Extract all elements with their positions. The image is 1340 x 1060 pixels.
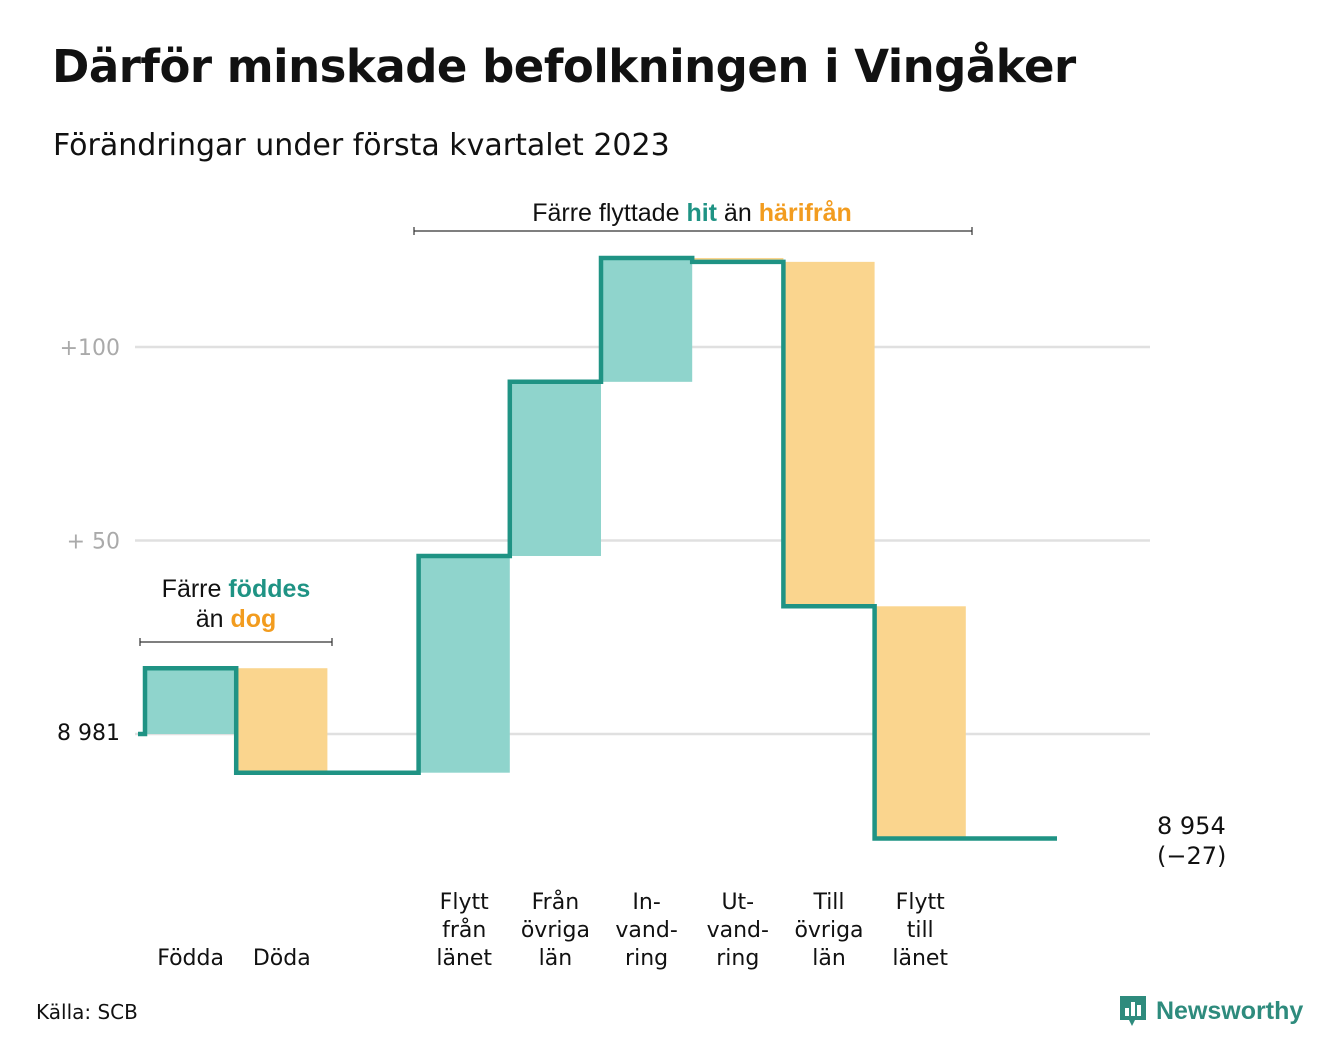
x-label: Flytt (896, 890, 945, 915)
x-label: vand- (707, 918, 769, 943)
x-label: länet (436, 946, 492, 971)
births-annotation-line2: än dog (196, 605, 277, 633)
x-labels: Födda DödaFlyttfrånlänetFrånövrigalänIn-v… (157, 889, 948, 971)
start-value-label: 8 981 (57, 721, 120, 746)
chart-subtitle: Förändringar under första kvartalet 2023 (53, 128, 670, 163)
chart-title: Därför minskade befolkningen i Vingåker (52, 40, 1076, 93)
x-label: län (812, 946, 846, 971)
step-line (138, 255, 1057, 841)
x-label: Från (532, 889, 580, 915)
migration-annotation-text: Färre flyttade hit än härifrån (532, 199, 852, 227)
end-change-label: (−27) (1157, 842, 1226, 870)
x-label: län (539, 946, 573, 971)
bar-5 (601, 257, 693, 382)
x-label: från (442, 917, 486, 943)
step-line-group (138, 255, 1057, 841)
brand-name: Newsworthy (1156, 996, 1304, 1025)
births-annotation-line1: Färre föddes (162, 575, 311, 603)
x-label: Till (812, 890, 844, 915)
x-label: Döda (253, 946, 311, 971)
y-tick-labels: +100 + 50 (60, 336, 120, 555)
x-label: Ut- (721, 890, 754, 915)
x-label: Flytt (440, 890, 489, 915)
migration-hit-highlight: hit (686, 199, 717, 227)
births-highlight: föddes (228, 575, 310, 603)
x-label: Födda (157, 946, 224, 971)
migration-annotation: Färre flyttade hit än härifrån (413, 199, 973, 235)
y-tick-label: + 50 (67, 530, 120, 555)
bars (145, 257, 966, 839)
x-label: till (907, 918, 934, 943)
waterfall-chart: +100+ 50 Födda DödaFlyttfrånlänetFrånövri… (57, 199, 1226, 971)
bar-1 (236, 668, 328, 773)
x-label: övriga (794, 918, 863, 943)
brand-logo: Newsworthy (1118, 994, 1303, 1028)
bar-4 (509, 381, 601, 556)
deaths-highlight: dog (230, 605, 276, 633)
bar-8 (874, 606, 966, 839)
births-bracket (139, 638, 333, 646)
bar-0 (145, 668, 237, 734)
x-label: ring (716, 946, 759, 971)
migration-harifran-highlight: härifrån (759, 199, 852, 227)
x-label: länet (892, 946, 948, 971)
x-label: övriga (521, 918, 590, 943)
migration-bracket (413, 227, 973, 235)
bar-7 (783, 261, 875, 607)
newsworthy-chart-icon (1120, 996, 1146, 1026)
y-tick-label: +100 (60, 336, 120, 361)
end-value-label: 8 954 (1157, 812, 1226, 840)
bar-3 (418, 555, 510, 773)
x-label: ring (625, 946, 668, 971)
births-annotation: Färre föddes än dog (139, 575, 333, 646)
source-note: Källa: SCB (36, 1000, 138, 1024)
x-label: In- (632, 890, 660, 915)
x-label: vand- (615, 918, 677, 943)
